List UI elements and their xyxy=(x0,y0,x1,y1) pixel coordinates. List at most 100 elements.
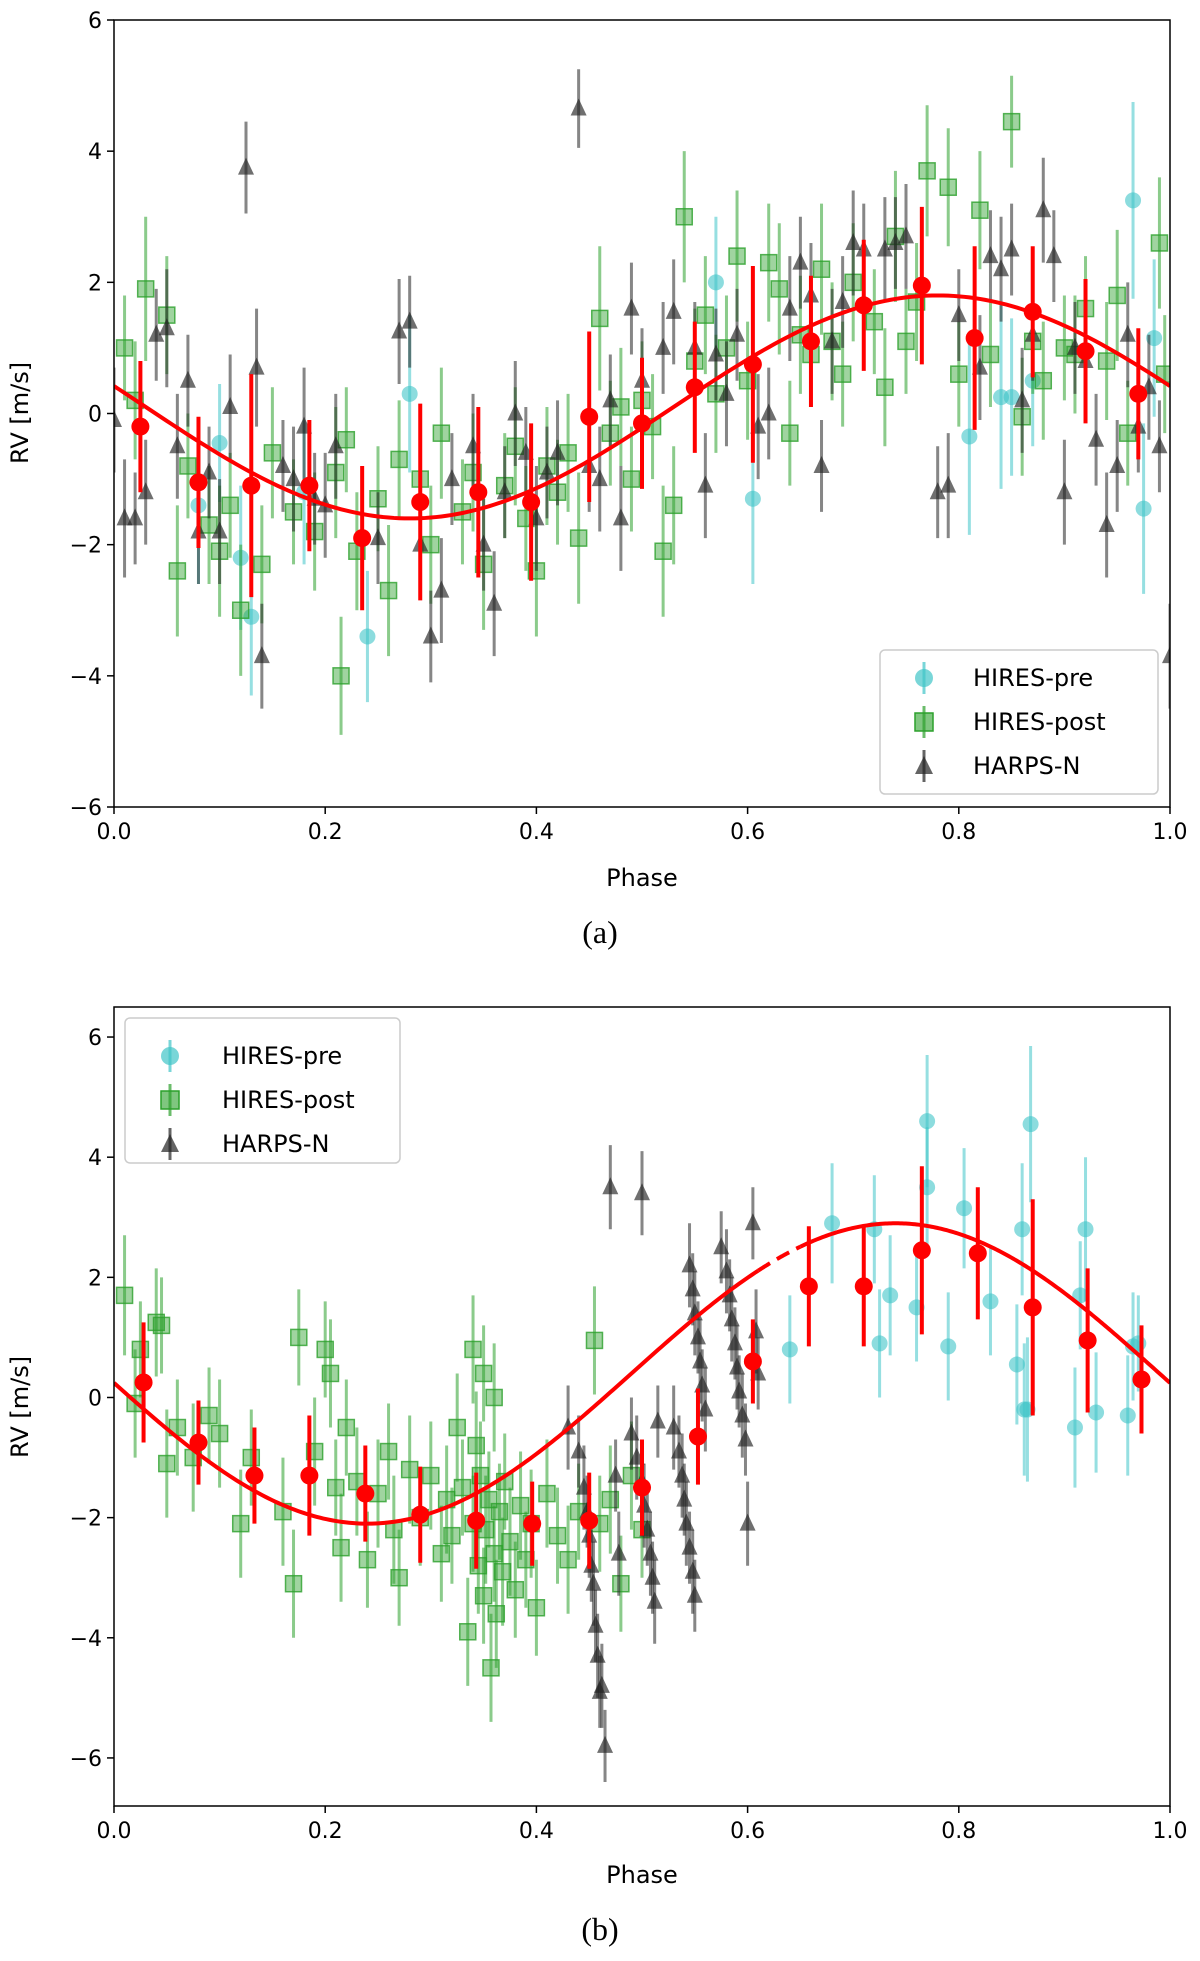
binned-point xyxy=(300,476,319,495)
data-point xyxy=(729,324,746,342)
data-point xyxy=(210,1424,229,1443)
data-point xyxy=(127,508,144,526)
legend-marker-triangle xyxy=(161,1134,179,1152)
binned-point xyxy=(242,476,261,495)
data-point xyxy=(602,390,619,408)
data-point xyxy=(263,444,282,462)
panel-b-caption: (b) xyxy=(581,1911,618,1947)
y-tick-label: 4 xyxy=(88,1146,102,1171)
panel-b-ylabel: RV [m/s] xyxy=(6,1356,34,1458)
data-point xyxy=(1002,112,1021,131)
data-point xyxy=(981,345,1000,364)
panel-b-data-layer xyxy=(114,1046,1170,1782)
x-tick-label: 0.2 xyxy=(308,1819,343,1844)
panel-a-series-hires-post xyxy=(115,75,1170,735)
binned-point xyxy=(688,1427,707,1446)
data-point xyxy=(1022,1116,1039,1133)
binned-point xyxy=(189,473,208,492)
data-point xyxy=(737,1429,754,1447)
panel-a-series-binned xyxy=(131,206,1148,611)
legend-marker-square xyxy=(160,1090,180,1110)
data-point xyxy=(646,1591,663,1609)
data-point xyxy=(950,365,968,383)
panel-a-legend-label-harps-n: HARPS-N xyxy=(973,752,1080,780)
data-point xyxy=(876,239,893,257)
data-point xyxy=(1014,390,1031,408)
x-tick-label: 0.8 xyxy=(941,820,976,845)
data-point xyxy=(243,608,260,625)
data-point xyxy=(1003,239,1020,257)
panel-a-legend-item-hires-pre: HIRES-pre xyxy=(915,662,1093,694)
panel-a-xlabel: Phase xyxy=(606,864,678,892)
binned-point xyxy=(134,1373,153,1392)
binned-point xyxy=(300,1466,319,1485)
binned-point xyxy=(968,1244,987,1263)
data-point xyxy=(642,1543,659,1561)
data-point xyxy=(676,1489,693,1507)
binned-point xyxy=(580,1511,599,1530)
data-point xyxy=(1098,514,1115,532)
data-point xyxy=(485,1388,503,1407)
x-tick-label: 0.8 xyxy=(941,1819,976,1844)
binned-point xyxy=(965,329,984,348)
data-point xyxy=(612,508,629,526)
data-point xyxy=(674,1465,691,1483)
legend-marker-circle xyxy=(915,669,933,687)
data-point xyxy=(379,1442,398,1461)
binned-point xyxy=(801,332,820,351)
data-point xyxy=(448,1418,466,1437)
data-point xyxy=(231,1514,250,1533)
data-point xyxy=(401,385,418,402)
data-point xyxy=(781,1341,798,1358)
data-point xyxy=(115,339,134,357)
data-point xyxy=(655,337,672,355)
data-point xyxy=(201,462,218,480)
data-point xyxy=(612,1574,630,1593)
binned-point xyxy=(633,414,651,433)
panel-a: 0.0 0.2 0.4 0.6 0.8 1.0 −6 −4 −2 0 2 4 6 Phase RV [… xyxy=(6,9,1188,950)
data-point xyxy=(464,1340,482,1359)
data-point xyxy=(729,1357,746,1375)
data-point xyxy=(684,1561,701,1579)
data-point xyxy=(865,312,884,331)
data-point xyxy=(1119,324,1136,342)
y-tick-label: 2 xyxy=(88,271,102,296)
panel-b-legend-item-hires-pre: HIRES-pre xyxy=(161,1040,342,1072)
panel-b-legend-label-hires-post: HIRES-post xyxy=(222,1086,355,1114)
binned-point xyxy=(1132,1370,1151,1389)
data-point xyxy=(115,1286,134,1305)
panel-b-x-axis: 0.0 0.2 0.4 0.6 0.8 1.0 xyxy=(97,1806,1188,1844)
data-point xyxy=(222,396,239,414)
data-point xyxy=(939,178,957,196)
data-point xyxy=(337,1418,356,1437)
binned-point xyxy=(411,493,430,512)
legend-marker-circle xyxy=(161,1047,179,1065)
data-point xyxy=(634,1183,650,1201)
data-point xyxy=(1151,436,1168,454)
x-tick-label: 1.0 xyxy=(1153,1819,1188,1844)
binned-point xyxy=(522,493,541,512)
model-curve xyxy=(799,1221,1170,1385)
panel-a-legend-box xyxy=(879,649,1159,795)
data-point xyxy=(759,253,778,272)
binned-point xyxy=(411,1505,430,1524)
data-point xyxy=(496,482,513,500)
binned-point xyxy=(854,1277,873,1296)
model-curve-dashed xyxy=(757,1244,802,1273)
data-point xyxy=(665,301,682,319)
data-point xyxy=(358,1550,377,1569)
data-point xyxy=(813,455,830,473)
data-point xyxy=(422,626,439,644)
data-point xyxy=(337,430,356,449)
panel-b-series-harps-n xyxy=(560,1145,767,1782)
data-point xyxy=(332,1538,350,1557)
binned-point xyxy=(685,378,704,397)
x-tick-label: 0.4 xyxy=(519,820,554,845)
binned-point xyxy=(1076,342,1095,361)
y-tick-label: 6 xyxy=(88,9,102,34)
binned-point xyxy=(854,296,873,315)
data-point xyxy=(321,1364,340,1383)
data-point xyxy=(284,1574,303,1593)
data-point xyxy=(591,469,608,487)
data-point xyxy=(824,1215,841,1232)
